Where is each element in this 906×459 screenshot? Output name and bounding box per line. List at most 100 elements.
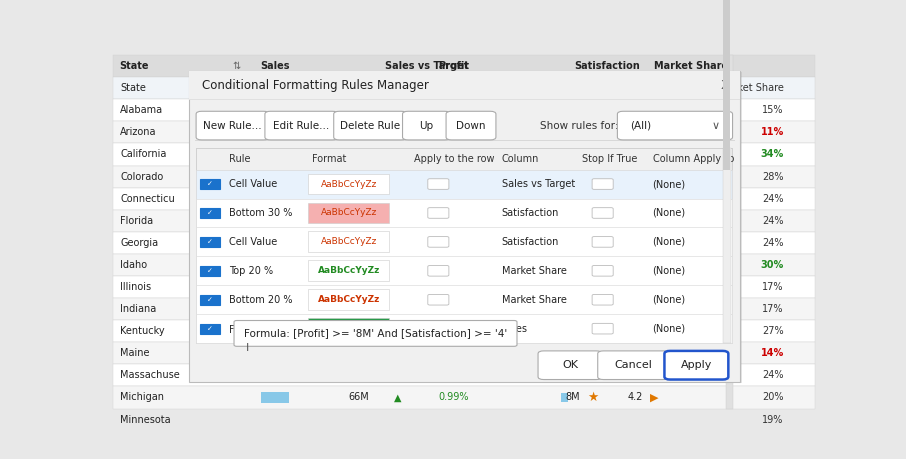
FancyBboxPatch shape xyxy=(196,228,732,257)
Text: 15%: 15% xyxy=(762,105,784,115)
FancyBboxPatch shape xyxy=(113,364,815,386)
Text: Sales vs Target: Sales vs Target xyxy=(385,61,468,71)
Text: ▼: ▼ xyxy=(394,370,401,381)
FancyBboxPatch shape xyxy=(196,111,269,140)
Text: AaBbCcYyZz: AaBbCcYyZz xyxy=(321,208,377,218)
Text: Show rules for:: Show rules for: xyxy=(540,121,619,131)
FancyBboxPatch shape xyxy=(196,198,732,228)
FancyBboxPatch shape xyxy=(113,232,815,254)
Text: 24%: 24% xyxy=(762,194,784,204)
Text: ✓: ✓ xyxy=(207,181,213,187)
FancyBboxPatch shape xyxy=(428,207,448,218)
FancyBboxPatch shape xyxy=(189,71,740,100)
Text: Alabama: Alabama xyxy=(120,105,163,115)
Text: ∨: ∨ xyxy=(711,121,719,131)
Text: Down: Down xyxy=(457,121,486,131)
Text: Column Apply To: Column Apply To xyxy=(652,154,734,164)
Text: (None): (None) xyxy=(652,266,686,276)
FancyBboxPatch shape xyxy=(593,179,613,190)
Text: 6M: 6M xyxy=(565,105,580,115)
FancyBboxPatch shape xyxy=(113,188,815,210)
Text: X: X xyxy=(720,79,729,92)
FancyBboxPatch shape xyxy=(593,236,613,247)
Text: ★: ★ xyxy=(587,369,599,382)
FancyBboxPatch shape xyxy=(113,210,815,232)
FancyBboxPatch shape xyxy=(196,314,732,343)
FancyBboxPatch shape xyxy=(428,179,448,190)
Text: Market Share: Market Share xyxy=(502,295,566,305)
Text: 30%: 30% xyxy=(760,260,784,270)
Text: 20%: 20% xyxy=(762,392,784,403)
FancyBboxPatch shape xyxy=(113,298,815,320)
FancyBboxPatch shape xyxy=(261,370,289,381)
FancyBboxPatch shape xyxy=(561,371,567,380)
Text: ★: ★ xyxy=(587,104,599,117)
FancyBboxPatch shape xyxy=(308,289,390,310)
Text: 34%: 34% xyxy=(760,150,784,159)
Text: OK: OK xyxy=(562,360,578,370)
Text: Kentucky: Kentucky xyxy=(120,326,165,336)
Text: ✓: ✓ xyxy=(207,210,213,216)
Text: Massachuse: Massachuse xyxy=(120,370,180,381)
Text: Cell Value: Cell Value xyxy=(229,179,277,189)
Text: 3M: 3M xyxy=(565,370,580,381)
FancyBboxPatch shape xyxy=(113,254,815,276)
Text: Rule: Rule xyxy=(229,154,251,164)
FancyBboxPatch shape xyxy=(265,111,338,140)
Text: Satisfaction: Satisfaction xyxy=(502,237,559,247)
Text: 28%: 28% xyxy=(762,172,784,182)
Text: (All): (All) xyxy=(630,121,651,131)
FancyBboxPatch shape xyxy=(189,71,740,382)
Text: (None): (None) xyxy=(652,324,686,334)
FancyBboxPatch shape xyxy=(113,121,815,143)
Text: 11%: 11% xyxy=(760,128,784,137)
Text: 24%: 24% xyxy=(762,216,784,226)
FancyBboxPatch shape xyxy=(113,99,815,121)
FancyBboxPatch shape xyxy=(113,342,815,364)
Text: AaBbCcYyZz: AaBbCcYyZz xyxy=(318,324,380,333)
FancyBboxPatch shape xyxy=(308,318,390,339)
Text: Idaho: Idaho xyxy=(120,260,148,270)
Text: Apply: Apply xyxy=(680,360,712,370)
Text: Georgia: Georgia xyxy=(120,238,159,248)
FancyBboxPatch shape xyxy=(113,166,815,188)
Text: Column: Column xyxy=(502,154,539,164)
FancyBboxPatch shape xyxy=(446,111,496,140)
Text: (None): (None) xyxy=(652,295,686,305)
Text: ★: ★ xyxy=(587,391,599,404)
Text: ▷: ▷ xyxy=(222,83,229,93)
Text: Colorado: Colorado xyxy=(120,172,163,182)
Text: ✓: ✓ xyxy=(207,239,213,245)
Text: ⇅: ⇅ xyxy=(232,61,240,71)
Text: -0.83%: -0.83% xyxy=(439,370,472,381)
Text: 24%: 24% xyxy=(762,238,784,248)
FancyBboxPatch shape xyxy=(234,320,517,346)
FancyBboxPatch shape xyxy=(333,111,407,140)
Text: ▼: ▼ xyxy=(394,105,401,115)
FancyBboxPatch shape xyxy=(200,324,220,334)
FancyBboxPatch shape xyxy=(196,148,732,169)
FancyBboxPatch shape xyxy=(200,237,220,247)
Text: 8M: 8M xyxy=(565,392,580,403)
FancyBboxPatch shape xyxy=(113,77,815,99)
Text: ▶: ▶ xyxy=(651,370,659,381)
FancyBboxPatch shape xyxy=(196,257,732,285)
Text: Satisfaction: Satisfaction xyxy=(502,208,559,218)
Text: Indiana: Indiana xyxy=(120,304,157,314)
FancyBboxPatch shape xyxy=(189,99,740,100)
FancyBboxPatch shape xyxy=(308,231,390,252)
FancyBboxPatch shape xyxy=(593,265,613,276)
Text: (None): (None) xyxy=(652,237,686,247)
FancyBboxPatch shape xyxy=(664,351,728,380)
Text: Stop If True: Stop If True xyxy=(583,154,638,164)
FancyBboxPatch shape xyxy=(561,106,567,115)
Text: 14%: 14% xyxy=(760,348,784,358)
FancyBboxPatch shape xyxy=(428,265,448,276)
FancyBboxPatch shape xyxy=(428,236,448,247)
Text: 4.6: 4.6 xyxy=(628,105,643,115)
Text: 69M: 69M xyxy=(349,370,370,381)
FancyBboxPatch shape xyxy=(113,320,815,342)
FancyBboxPatch shape xyxy=(200,295,220,305)
Text: Sales: Sales xyxy=(261,61,290,71)
FancyBboxPatch shape xyxy=(561,393,567,402)
